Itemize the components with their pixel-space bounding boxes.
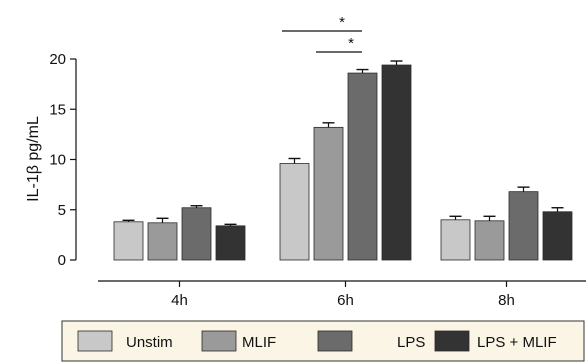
significance-star: * [339,14,345,31]
bar [147,222,178,261]
y-tick-label: 20 [49,51,66,68]
bar [508,191,539,261]
y-axis: 0 5 10 15 20 [49,51,77,269]
bar [313,126,344,261]
y-tick-label: 5 [58,202,66,219]
y-axis-title: IL-1β pg/mL [25,116,42,202]
bars [113,60,573,261]
legend-label: LPS [397,334,425,351]
x-tick-label: 4h [171,292,188,309]
legend-swatch [201,330,237,352]
legend: Unstim MLIF LPS LPS + MLIF [61,320,585,362]
bar [474,220,505,261]
bar [347,72,378,261]
y-tick-label: 10 [49,152,66,169]
significance-annotations: ** [282,14,362,53]
legend-label: LPS + MLIF [477,334,557,351]
x-axis: 4h 6h 8h [98,280,586,309]
bar [215,225,246,261]
y-tick-label: 15 [49,101,66,118]
significance-star: * [348,35,354,52]
y-tick-label: 0 [58,252,66,269]
bar [181,207,212,261]
legend-swatch [77,330,113,352]
x-tick-label: 6h [337,292,354,309]
bar [381,64,412,261]
legend-label: MLIF [242,334,276,351]
legend-swatch [434,330,470,352]
legend-label: Unstim [126,334,173,351]
bar [113,221,144,261]
bar [440,219,471,261]
bar [542,211,573,261]
bar [279,163,310,261]
legend-swatch [317,330,353,352]
x-tick-label: 8h [498,292,515,309]
